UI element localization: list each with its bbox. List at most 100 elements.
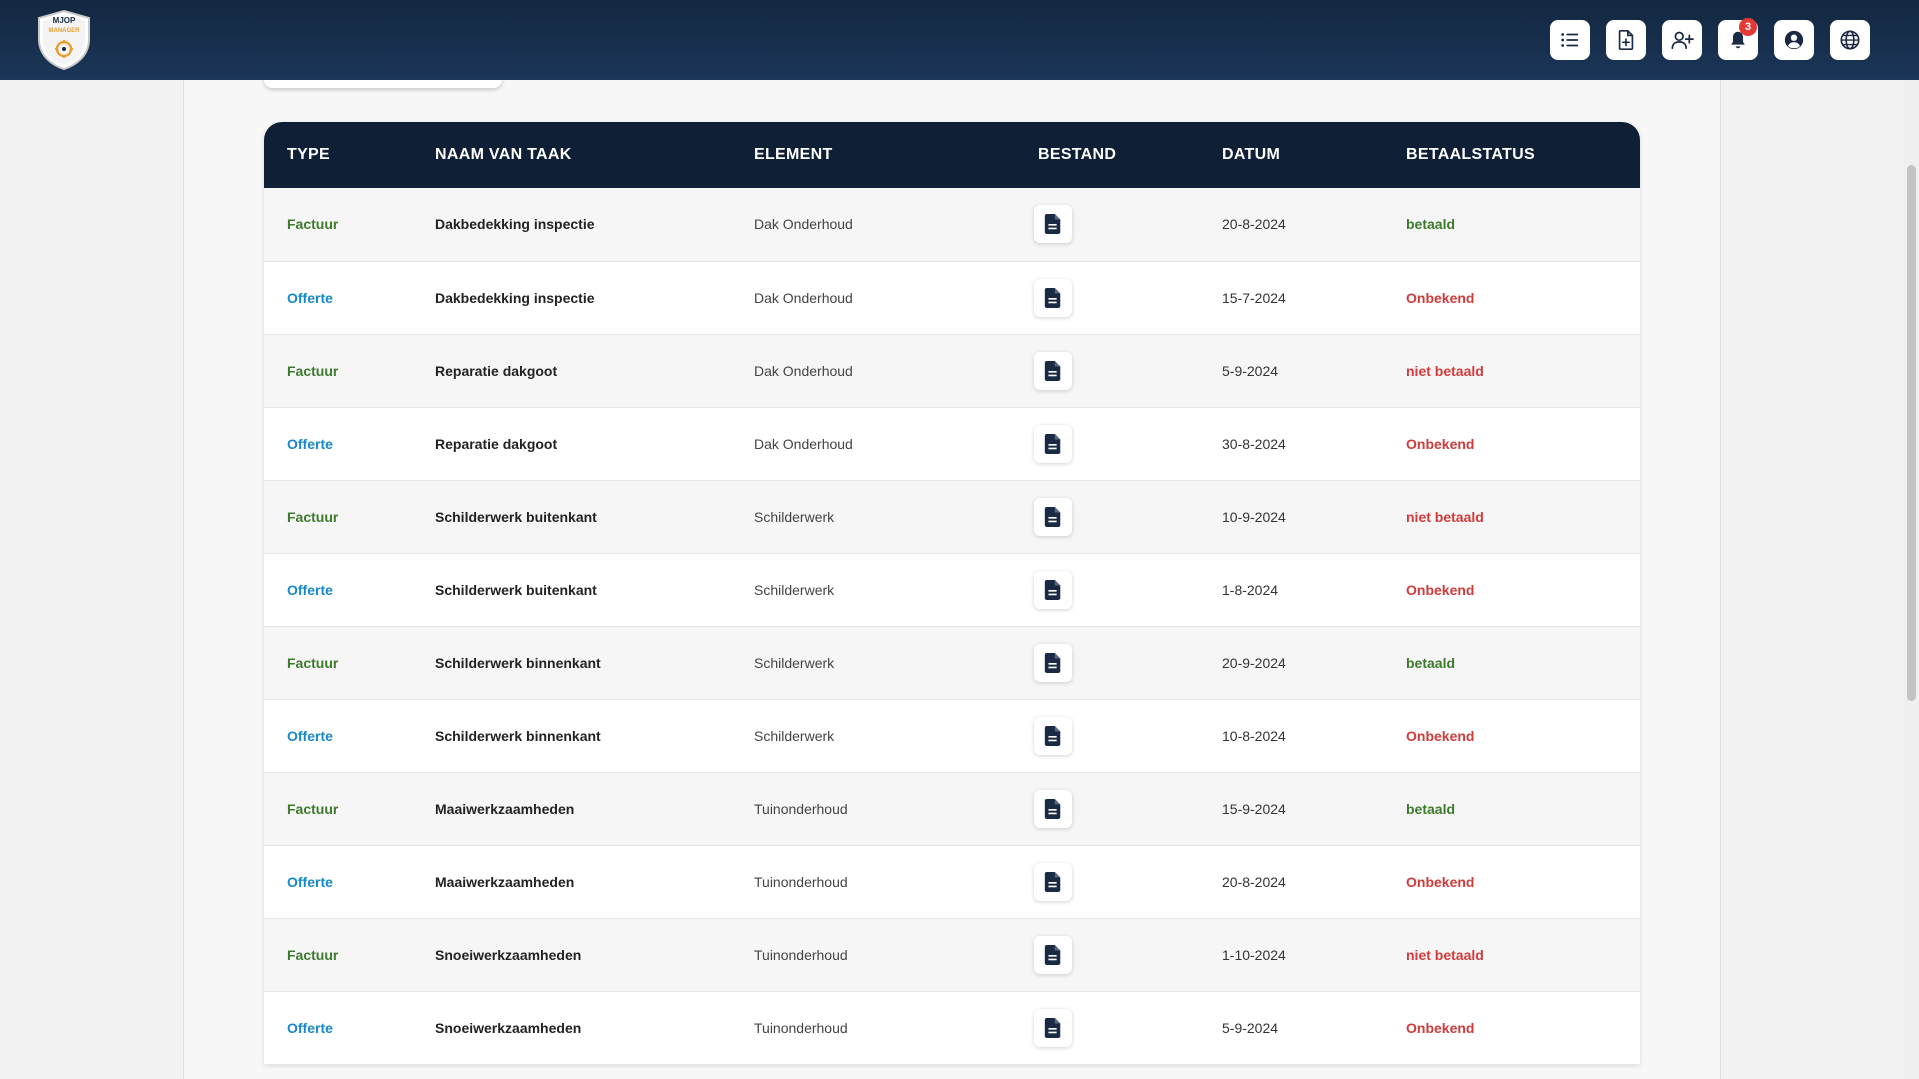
cell-type: Offerte (287, 289, 333, 306)
cell-file (1015, 918, 1199, 991)
cell-file (1015, 772, 1199, 845)
user-circle-icon (1784, 30, 1804, 50)
document-icon (1044, 652, 1061, 673)
document-icon (1044, 944, 1061, 965)
cell-date: 10-9-2024 (1222, 508, 1286, 525)
cell-task: Dakbedekking inspectie (435, 289, 595, 306)
cell-status: betaald (1406, 800, 1456, 817)
top-navigation-bar: MJOP MANAGER (0, 0, 1919, 80)
cell-element: Tuinonderhoud (754, 800, 848, 817)
document-icon (1044, 871, 1061, 892)
cell-file (1015, 261, 1199, 334)
cell-status: Onbekend (1406, 435, 1475, 452)
table-row[interactable]: Factuur Maaiwerkzaamheden Tuinonderhoud 15-… (264, 772, 1640, 845)
table-row[interactable]: Offerte Dakbedekking inspectie Dak Onderho… (264, 261, 1640, 334)
open-file-button[interactable] (1034, 424, 1072, 463)
table-row[interactable]: Factuur Snoeiwerkzaamheden Tuinonderhoud 1-… (264, 918, 1640, 991)
documents-table-container: TYPE NAAM VAN TAAK ELEMENT BESTAND DATUM… (264, 122, 1640, 1065)
cell-element: Dak Onderhoud (754, 435, 853, 452)
open-file-button[interactable] (1034, 497, 1072, 536)
cell-type: Offerte (287, 727, 333, 744)
table-row[interactable]: Factuur Schilderwerk binnenkant Schilderwe… (264, 626, 1640, 699)
open-file-button[interactable] (1034, 935, 1072, 974)
add-document-icon (1618, 30, 1634, 50)
cell-date: 20-8-2024 (1222, 216, 1286, 233)
cell-file (1015, 845, 1199, 918)
open-file-button[interactable] (1034, 862, 1072, 901)
cell-file (1015, 407, 1199, 480)
cell-task: Schilderwerk buitenkant (435, 581, 597, 598)
cell-status: Onbekend (1406, 873, 1475, 890)
open-file-button[interactable] (1034, 643, 1072, 682)
profile-button[interactable] (1774, 20, 1814, 60)
cell-task: Dakbedekking inspectie (435, 216, 595, 233)
open-file-button[interactable] (1034, 570, 1072, 609)
cell-file (1015, 188, 1199, 261)
cell-status: Onbekend (1406, 289, 1475, 306)
document-icon (1044, 360, 1061, 381)
cell-date: 5-9-2024 (1222, 1019, 1279, 1036)
table-row[interactable]: Factuur Schilderwerk buitenkant Schilderwe… (264, 480, 1640, 553)
table-header-row: TYPE NAAM VAN TAAK ELEMENT BESTAND DATUM… (264, 122, 1640, 188)
document-icon (1044, 798, 1061, 819)
open-file-button[interactable] (1034, 351, 1072, 390)
document-icon (1044, 433, 1061, 454)
logo-text-line1: MJOP (52, 16, 76, 25)
cell-type: Factuur (287, 216, 339, 233)
cell-status: betaald (1406, 654, 1456, 671)
app-logo[interactable]: MJOP MANAGER (36, 9, 92, 71)
column-header-type[interactable]: TYPE (287, 146, 330, 163)
column-header-status[interactable]: BETAALSTATUS (1406, 146, 1535, 163)
page-scrollbar[interactable] (1904, 80, 1919, 1079)
cell-task: Schilderwerk binnenkant (435, 654, 601, 671)
language-button[interactable] (1830, 20, 1870, 60)
add-document-button[interactable] (1606, 20, 1646, 60)
cell-type: Factuur (287, 362, 339, 379)
cell-element: Schilderwerk (754, 727, 835, 744)
add-user-button[interactable] (1662, 20, 1702, 60)
list-button[interactable] (1550, 20, 1590, 60)
cell-element: Dak Onderhoud (754, 362, 853, 379)
cell-date: 30-8-2024 (1222, 435, 1286, 452)
table-row[interactable]: Factuur Reparatie dakgoot Dak Onderhoud 5-9… (264, 334, 1640, 407)
table-row[interactable]: Offerte Maaiwerkzaamheden Tuinonderhoud 20-… (264, 845, 1640, 918)
cell-date: 5-9-2024 (1222, 362, 1279, 379)
document-icon (1044, 287, 1061, 308)
cell-element: Tuinonderhoud (754, 1019, 848, 1036)
cell-task: Reparatie dakgoot (435, 362, 558, 379)
table-row[interactable]: Factuur Dakbedekking inspectie Dak Onderho… (264, 188, 1640, 261)
cell-date: 10-8-2024 (1222, 727, 1286, 744)
cell-status: Onbekend (1406, 581, 1475, 598)
cell-status: betaald (1406, 216, 1456, 233)
column-header-element[interactable]: ELEMENT (754, 146, 833, 163)
cell-date: 1-8-2024 (1222, 581, 1279, 598)
open-file-button[interactable] (1034, 1008, 1072, 1047)
cell-task: Maaiwerkzaamheden (435, 873, 575, 890)
table-row[interactable]: Offerte Reparatie dakgoot Dak Onderhoud 30-… (264, 407, 1640, 480)
table-header: TYPE NAAM VAN TAAK ELEMENT BESTAND DATUM… (264, 122, 1640, 188)
cell-file (1015, 991, 1199, 1064)
cell-status: Onbekend (1406, 727, 1475, 744)
cell-element: Schilderwerk (754, 581, 835, 598)
cell-type: Offerte (287, 1019, 333, 1036)
table-row[interactable]: Offerte Snoeiwerkzaamheden Tuinonderhoud 5-… (264, 991, 1640, 1064)
open-file-button[interactable] (1034, 789, 1072, 828)
logo-text-line2: MANAGER (48, 28, 80, 34)
documents-table: TYPE NAAM VAN TAAK ELEMENT BESTAND DATUM… (264, 122, 1640, 1065)
globe-icon (1840, 30, 1860, 50)
cell-file (1015, 699, 1199, 772)
table-row[interactable]: Offerte Schilderwerk binnenkant Schilderwe… (264, 699, 1640, 772)
open-file-button[interactable] (1034, 205, 1072, 244)
open-file-button[interactable] (1034, 716, 1072, 755)
scrollbar-thumb[interactable] (1907, 165, 1916, 701)
cell-type: Offerte (287, 581, 333, 598)
column-header-task[interactable]: NAAM VAN TAAK (435, 146, 572, 163)
cell-element: Tuinonderhoud (754, 873, 848, 890)
open-file-button[interactable] (1034, 278, 1072, 317)
table-row[interactable]: Offerte Schilderwerk buitenkant Schilderwe… (264, 553, 1640, 626)
notifications-button[interactable]: 3 (1718, 18, 1758, 60)
column-header-file[interactable]: BESTAND (1038, 146, 1117, 163)
cell-task: Schilderwerk buitenkant (435, 508, 597, 525)
column-header-date[interactable]: DATUM (1222, 146, 1281, 163)
cell-date: 20-8-2024 (1222, 873, 1286, 890)
